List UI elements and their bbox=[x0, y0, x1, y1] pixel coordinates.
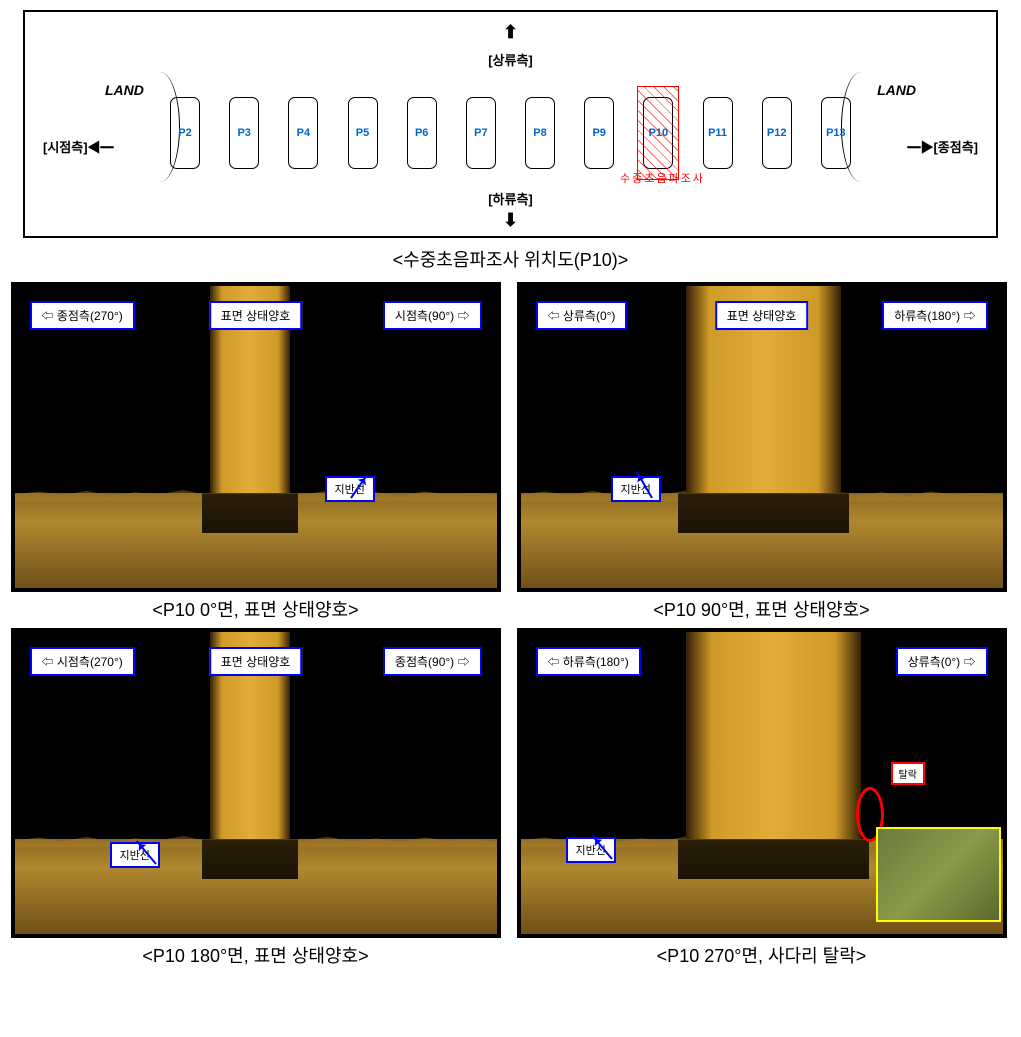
pier-P4: P4 bbox=[288, 97, 318, 169]
pier-P12: P12 bbox=[762, 97, 792, 169]
annotation-left: ⇦ 상류측(0°) bbox=[536, 301, 628, 330]
pier-base bbox=[202, 493, 298, 533]
pier-label: P3 bbox=[237, 127, 250, 139]
downstream-label: [하류측] bbox=[488, 189, 533, 208]
annotation-right: 상류측(0°) ⇨ bbox=[896, 647, 988, 676]
pier-P13: P13 bbox=[821, 97, 851, 169]
pier-label: P9 bbox=[592, 127, 605, 139]
land-left-label: LAND bbox=[105, 82, 144, 98]
pier-label: P13 bbox=[826, 127, 846, 139]
upstream-label: [상류측] bbox=[488, 50, 533, 69]
pier-base bbox=[202, 839, 298, 879]
sonar-image: ⇦ 종점측(270°)표면 상태양호시점측(90°) ⇨지반선 bbox=[11, 282, 501, 592]
annotation-center: 표면 상태양호 bbox=[209, 301, 303, 330]
pier-label: P10 bbox=[649, 127, 669, 139]
pier-label: P8 bbox=[533, 127, 546, 139]
pier-base bbox=[678, 493, 849, 533]
annotation-left: ⇦ 종점측(270°) bbox=[30, 301, 135, 330]
pier-label: P6 bbox=[415, 127, 428, 139]
upstream-arrow-icon: ⬆ bbox=[503, 22, 518, 43]
pier-label: P5 bbox=[356, 127, 369, 139]
sonar-panel-2: ⇦ 시점측(270°)표면 상태양호종점측(90°) ⇨지반선<P10 180°… bbox=[11, 628, 501, 968]
pier-P5: P5 bbox=[348, 97, 378, 169]
pier-label: P2 bbox=[178, 127, 191, 139]
land-right-label: LAND bbox=[877, 82, 916, 98]
inset-photo bbox=[876, 827, 1001, 922]
pier-P8: P8 bbox=[525, 97, 555, 169]
pier-P2: P2 bbox=[170, 97, 200, 169]
pier-row: P2 P3 P4 P5 P6 P7 P8 P9 P10 P11 P12 P13 bbox=[170, 97, 851, 169]
sonar-panel-1: ⇦ 상류측(0°)표면 상태양호하류측(180°) ⇨지반선<P10 90°면,… bbox=[517, 282, 1007, 622]
pier-structure bbox=[686, 632, 861, 862]
sonar-image: ⇦ 시점측(270°)표면 상태양호종점측(90°) ⇨지반선 bbox=[11, 628, 501, 938]
pier-P11: P11 bbox=[703, 97, 733, 169]
annotation-left: ⇦ 하류측(180°) bbox=[536, 647, 641, 676]
annotation-left: ⇦ 시점측(270°) bbox=[30, 647, 135, 676]
pier-label: P4 bbox=[297, 127, 310, 139]
panel-caption: <P10 180°면, 표면 상태양호> bbox=[11, 942, 501, 968]
pier-P7: P7 bbox=[466, 97, 496, 169]
pier-P3: P3 bbox=[229, 97, 259, 169]
pier-P10: P10 bbox=[643, 97, 673, 169]
sonar-survey-label: 수중초음파조사 bbox=[620, 170, 705, 186]
sonar-grid: ⇦ 종점측(270°)표면 상태양호시점측(90°) ⇨지반선<P10 0°면,… bbox=[11, 282, 1011, 968]
annotation-center: 표면 상태양호 bbox=[715, 301, 809, 330]
defect-label: 탈락 bbox=[891, 762, 925, 785]
sonar-image: ⇦ 하류측(180°)상류측(0°) ⇨지반선탈락 bbox=[517, 628, 1007, 938]
panel-caption: <P10 90°면, 표면 상태양호> bbox=[517, 596, 1007, 622]
start-side-label: [시점측]◀━ bbox=[43, 137, 114, 156]
diagram-caption: <수중초음파조사 위치도(P10)> bbox=[10, 246, 1011, 272]
pier-P9: P9 bbox=[584, 97, 614, 169]
end-side-label: ━▶[종점측] bbox=[907, 137, 978, 156]
sonar-panel-3: ⇦ 하류측(180°)상류측(0°) ⇨지반선탈락<P10 270°면, 사다리… bbox=[517, 628, 1007, 968]
panel-caption: <P10 0°면, 표면 상태양호> bbox=[11, 596, 501, 622]
sonar-panel-0: ⇦ 종점측(270°)표면 상태양호시점측(90°) ⇨지반선<P10 0°면,… bbox=[11, 282, 501, 622]
pier-label: P12 bbox=[767, 127, 787, 139]
annotation-right: 시점측(90°) ⇨ bbox=[383, 301, 482, 330]
annotation-right: 종점측(90°) ⇨ bbox=[383, 647, 482, 676]
downstream-arrow-icon: ⬇ bbox=[503, 210, 518, 231]
panel-caption: <P10 270°면, 사다리 탈락> bbox=[517, 942, 1007, 968]
annotation-right: 하류측(180°) ⇨ bbox=[882, 301, 987, 330]
pier-label: P11 bbox=[708, 127, 727, 139]
pier-location-diagram: ⬆ [상류측] LAND LAND [시점측]◀━ ━▶[종점측] P2 P3 P4… bbox=[23, 10, 998, 238]
pier-P6: P6 bbox=[407, 97, 437, 169]
sonar-image: ⇦ 상류측(0°)표면 상태양호하류측(180°) ⇨지반선 bbox=[517, 282, 1007, 592]
pier-label: P7 bbox=[474, 127, 487, 139]
annotation-center: 표면 상태양호 bbox=[209, 647, 303, 676]
pier-base bbox=[678, 839, 869, 879]
